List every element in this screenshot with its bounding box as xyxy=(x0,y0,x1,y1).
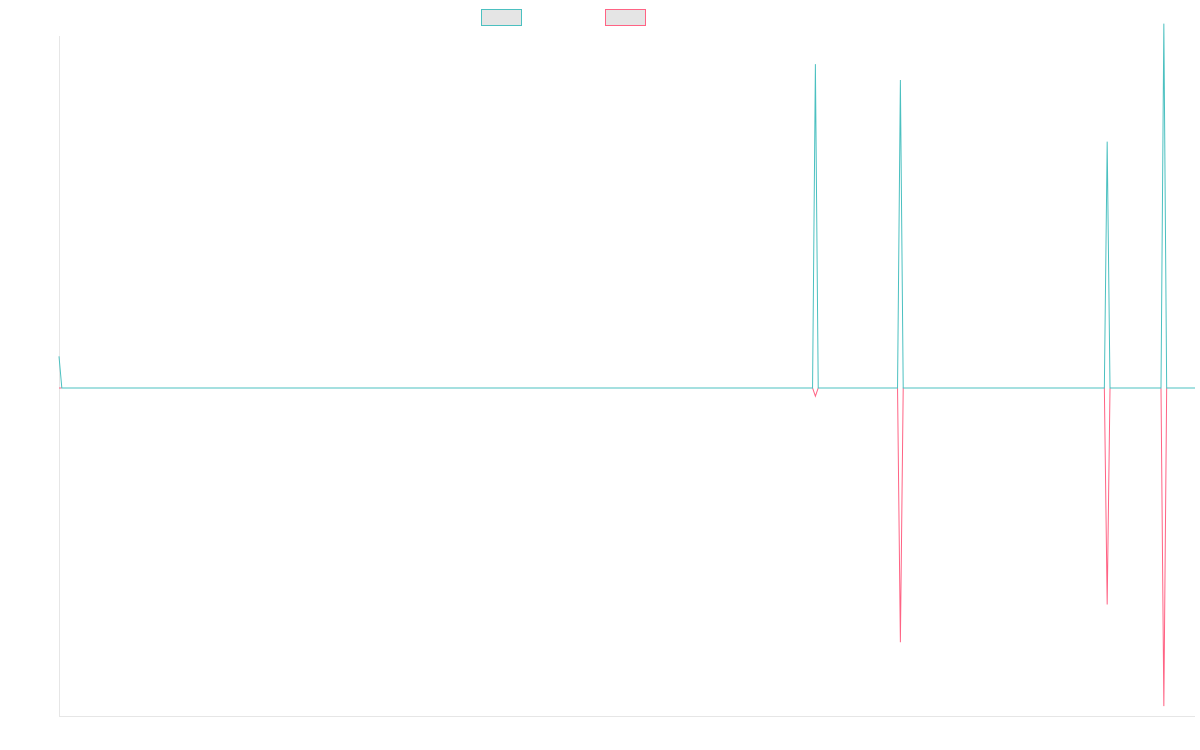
series-line-2 xyxy=(59,387,1195,707)
series-layer xyxy=(58,23,1195,707)
legend-swatch-1[interactable] xyxy=(481,9,522,26)
axes xyxy=(59,36,1195,717)
legend-item-1[interactable] xyxy=(481,9,522,26)
legend xyxy=(481,9,646,26)
series-line-1 xyxy=(58,23,1195,389)
legend-item-2[interactable] xyxy=(605,9,646,26)
legend-swatch-2[interactable] xyxy=(605,9,646,26)
